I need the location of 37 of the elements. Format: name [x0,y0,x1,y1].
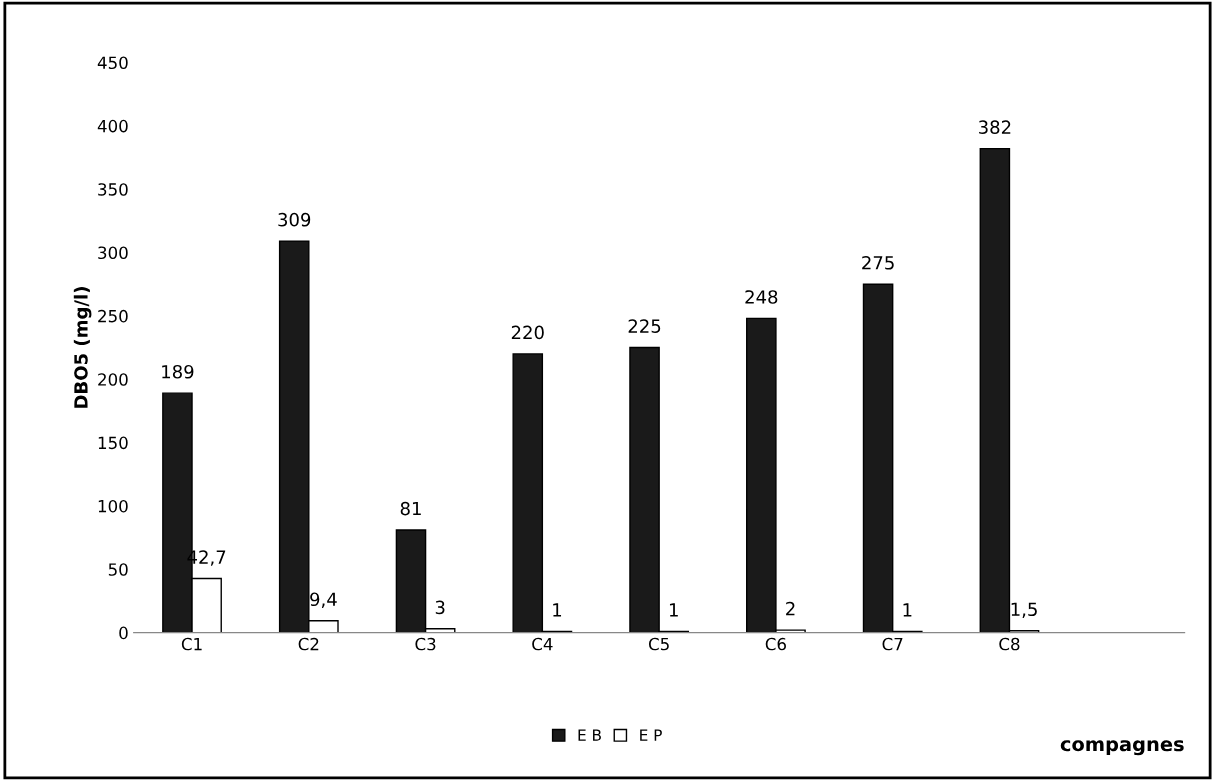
data-label: 1 [903,603,912,617]
data-label: 1 [553,603,562,617]
data-label: 1,5 [1011,602,1037,618]
x-tick-label: C4 [532,637,553,651]
y-tick-label: 150 [98,436,128,450]
y-tick-label: 450 [97,56,128,70]
y-tick-label: 0 [119,626,128,640]
data-label: 3 [435,600,445,615]
data-label: 275 [862,255,894,270]
x-tick-label: C7 [882,637,903,651]
y-tick-label: 50 [108,563,128,576]
legend-label: E P [640,729,662,741]
x-axis-title: compagnes [1060,740,1184,756]
legend-label: E B [578,729,601,741]
x-tick-label: C1 [181,637,202,651]
x-tick-label: C8 [999,637,1020,651]
data-label: 309 [278,212,311,227]
y-tick-label: 250 [98,309,128,323]
y-tick-label: 100 [98,499,128,513]
y-axis-title: DBO5 (mg/l) [73,287,92,408]
x-tick-label: C5 [648,637,669,651]
data-label: 225 [628,319,661,333]
data-label: 382 [979,120,1011,135]
x-tick-label: C3 [415,637,436,651]
x-tick-label: C6 [765,637,786,651]
y-tick-label: 400 [97,119,128,133]
data-label: 248 [745,290,778,304]
data-label: 189 [162,364,194,379]
y-tick-label: 350 [98,183,128,196]
data-label: 81 [400,501,421,516]
y-tick-label: 300 [98,246,128,260]
x-tick-label: C2 [298,637,319,651]
data-label: 9,4 [310,592,337,608]
data-label: 2 [786,601,795,616]
data-label: 1 [669,603,678,617]
data-label: 220 [511,325,544,340]
y-tick-label: 200 [98,373,128,386]
